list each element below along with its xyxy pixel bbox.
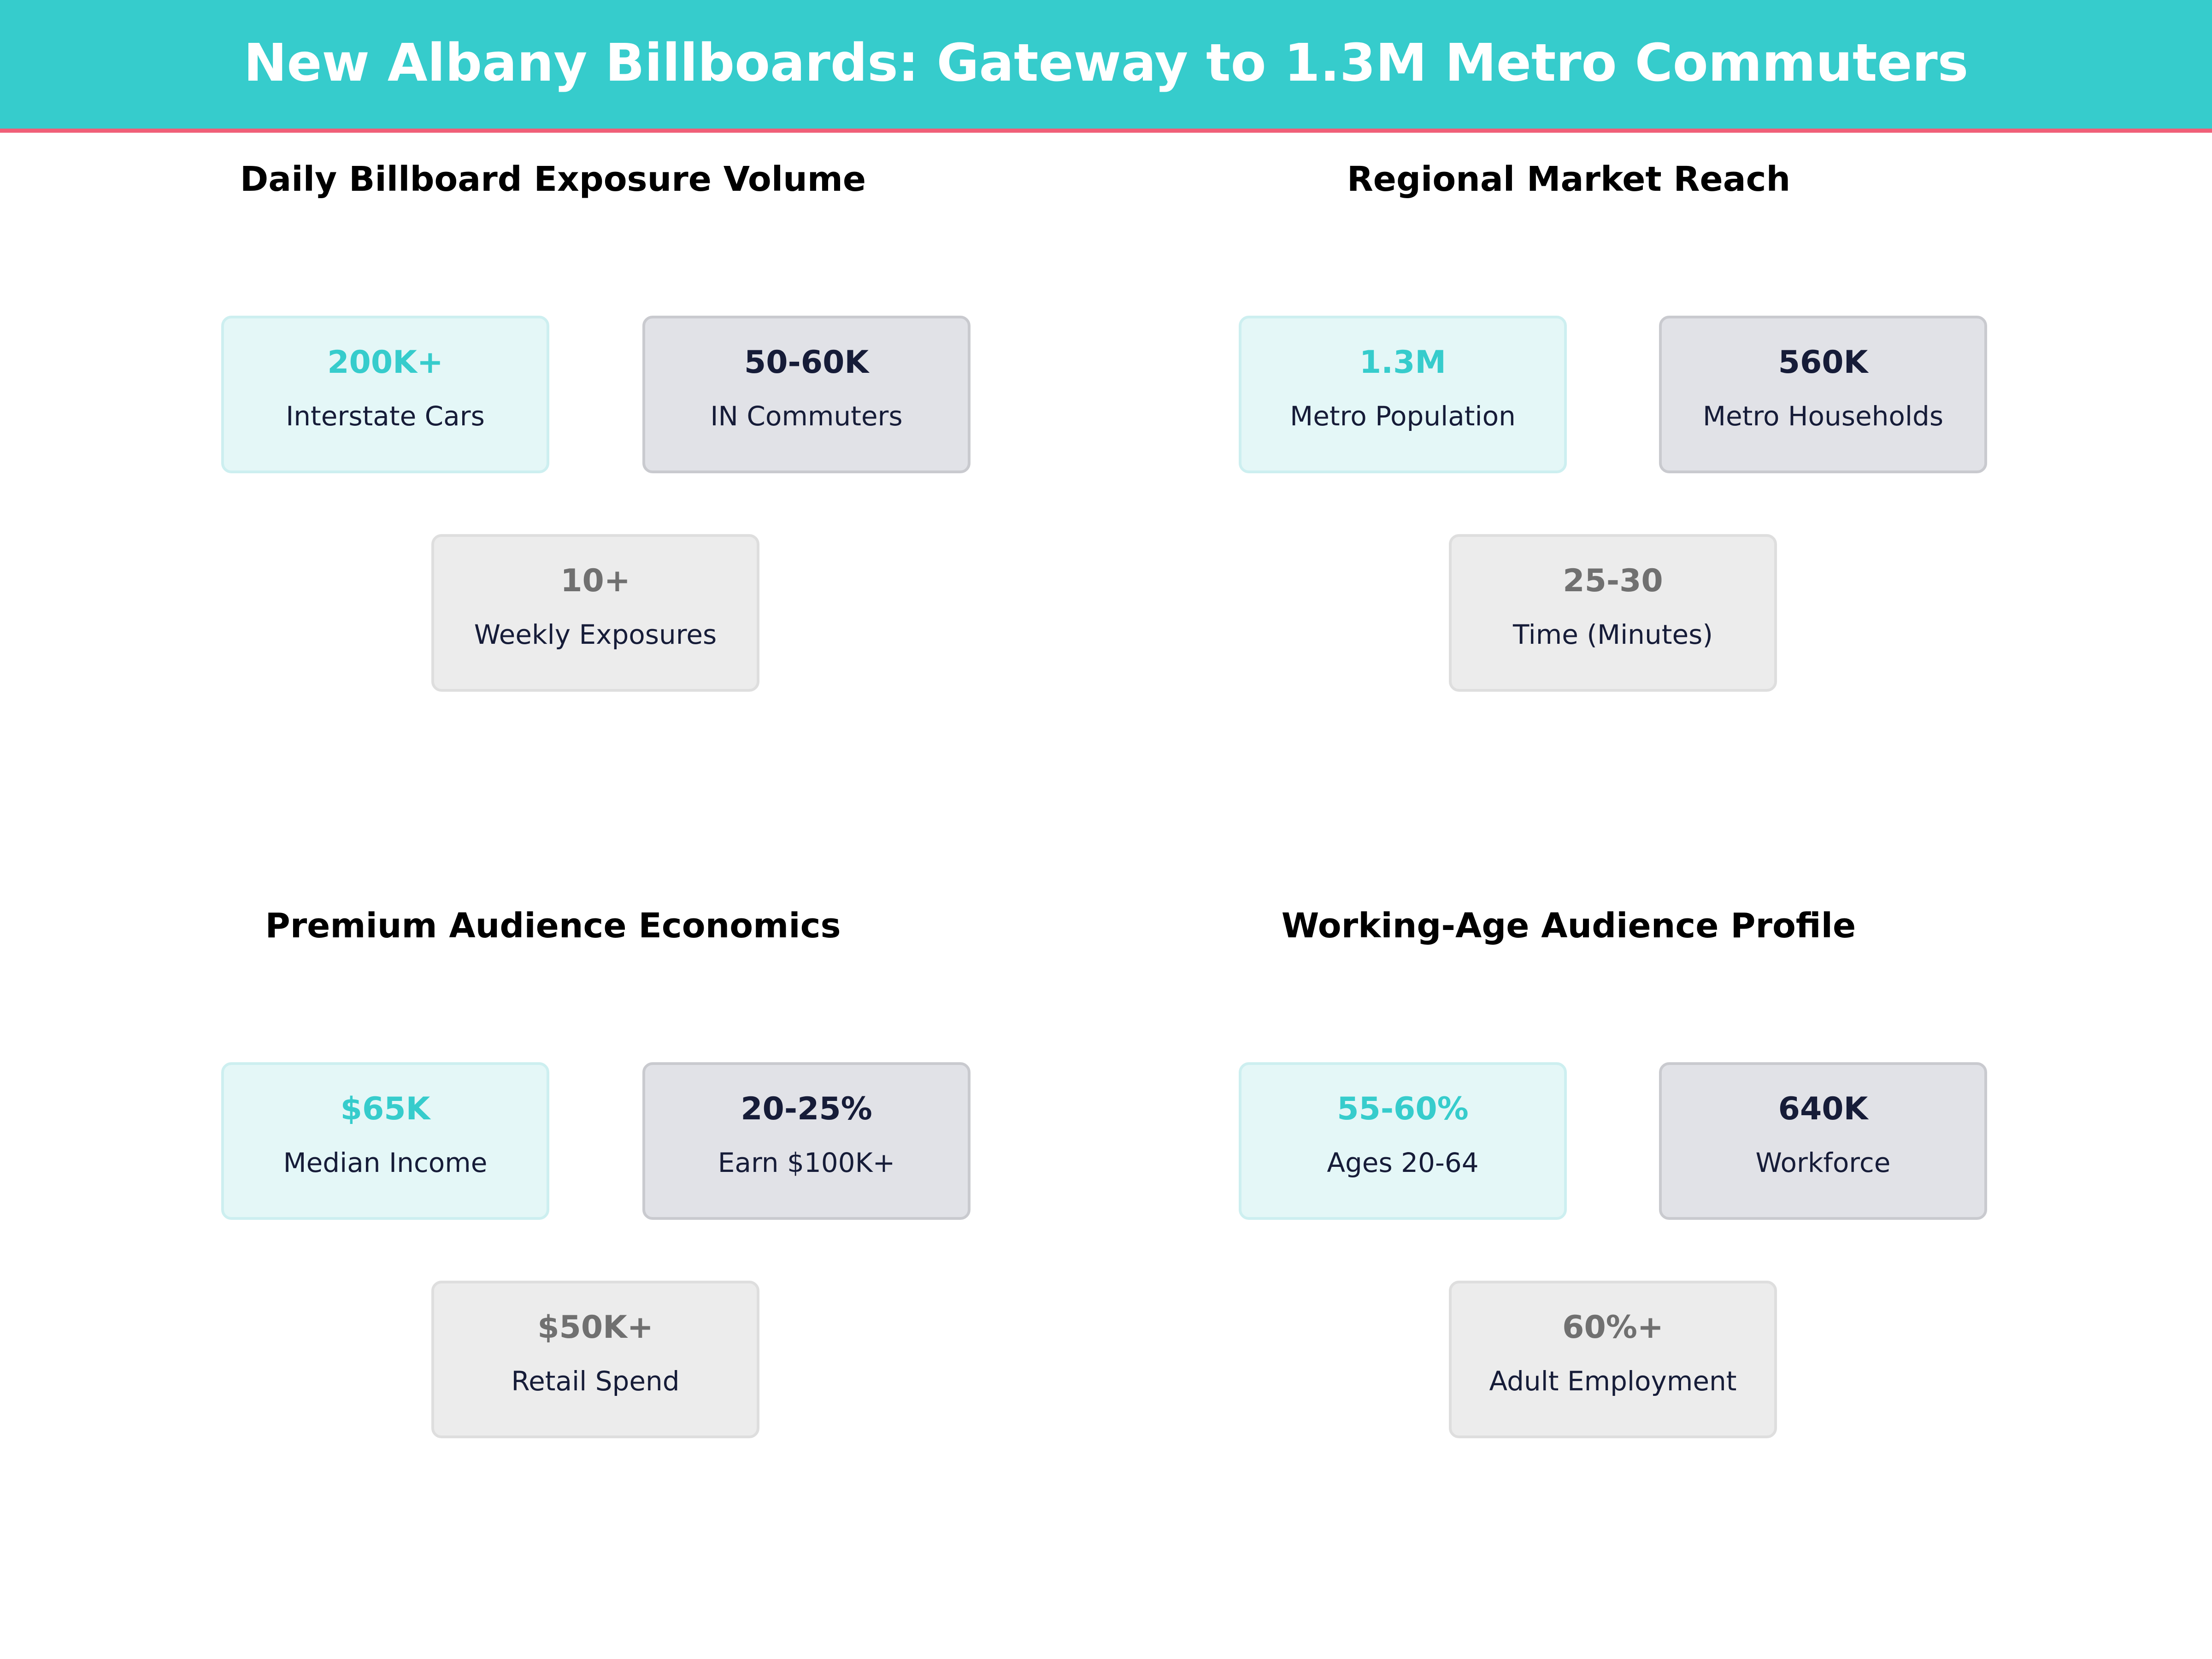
stat-value: $50K+ <box>537 1309 653 1346</box>
section-audience-economics: Premium Audience Economics $65K Median I… <box>44 879 1150 1626</box>
section-daily-exposure: Daily Billboard Exposure Volume 200K+ In… <box>44 133 1150 879</box>
stat-label: Ages 20-64 <box>1327 1147 1479 1178</box>
stat-label: Median Income <box>283 1147 488 1178</box>
stat-value: 50-60K <box>744 344 869 381</box>
stat-value: $65K <box>340 1091 430 1127</box>
header-banner: New Albany Billboards: Gateway to 1.3M M… <box>0 0 2212 133</box>
stat-value: 1.3M <box>1359 344 1447 381</box>
stat-value: 200K+ <box>327 344 443 381</box>
stat-label: IN Commuters <box>710 400 903 432</box>
stat-card-in-commuters: 50-60K IN Commuters <box>642 316 971 473</box>
section-audience-profile: Working-Age Audience Profile 55-60% Ages… <box>1062 879 2168 1626</box>
stat-value: 25-30 <box>1563 563 1663 599</box>
stat-card-metro-population: 1.3M Metro Population <box>1239 316 1567 473</box>
page-title: New Albany Billboards: Gateway to 1.3M M… <box>243 33 1969 93</box>
stat-label: Adult Employment <box>1489 1365 1737 1397</box>
stat-value: 60%+ <box>1562 1309 1664 1346</box>
stat-card-interstate-cars: 200K+ Interstate Cars <box>221 316 549 473</box>
stat-value: 10+ <box>560 563 630 599</box>
stat-label: Earn $100K+ <box>718 1147 895 1178</box>
stat-card-high-earners: 20-25% Earn $100K+ <box>642 1062 971 1220</box>
stat-card-metro-households: 560K Metro Households <box>1659 316 1987 473</box>
section-regional-reach: Regional Market Reach 1.3M Metro Populat… <box>1062 133 2168 879</box>
stat-label: Time (Minutes) <box>1513 619 1713 650</box>
section-title: Premium Audience Economics <box>265 906 841 946</box>
stat-card-weekly-exposures: 10+ Weekly Exposures <box>431 534 759 692</box>
stat-value: 20-25% <box>741 1091 872 1127</box>
stat-label: Metro Households <box>1702 400 1944 432</box>
stat-label: Weekly Exposures <box>474 619 717 650</box>
section-title: Daily Billboard Exposure Volume <box>240 159 866 199</box>
stat-card-adult-employment: 60%+ Adult Employment <box>1449 1281 1777 1438</box>
stat-label: Retail Spend <box>511 1365 680 1397</box>
stat-label: Metro Population <box>1290 400 1516 432</box>
stat-card-median-income: $65K Median Income <box>221 1062 549 1220</box>
section-title: Working-Age Audience Profile <box>1281 906 1856 946</box>
stat-value: 560K <box>1778 344 1868 381</box>
stat-card-workforce: 640K Workforce <box>1659 1062 1987 1220</box>
stat-label: Interstate Cars <box>286 400 485 432</box>
section-title: Regional Market Reach <box>1347 159 1791 199</box>
stat-card-retail-spend: $50K+ Retail Spend <box>431 1281 759 1438</box>
stat-value: 55-60% <box>1337 1091 1469 1127</box>
stat-card-working-age: 55-60% Ages 20-64 <box>1239 1062 1567 1220</box>
stat-card-commute-time: 25-30 Time (Minutes) <box>1449 534 1777 692</box>
stat-label: Workforce <box>1755 1147 1891 1178</box>
stat-value: 640K <box>1778 1091 1868 1127</box>
